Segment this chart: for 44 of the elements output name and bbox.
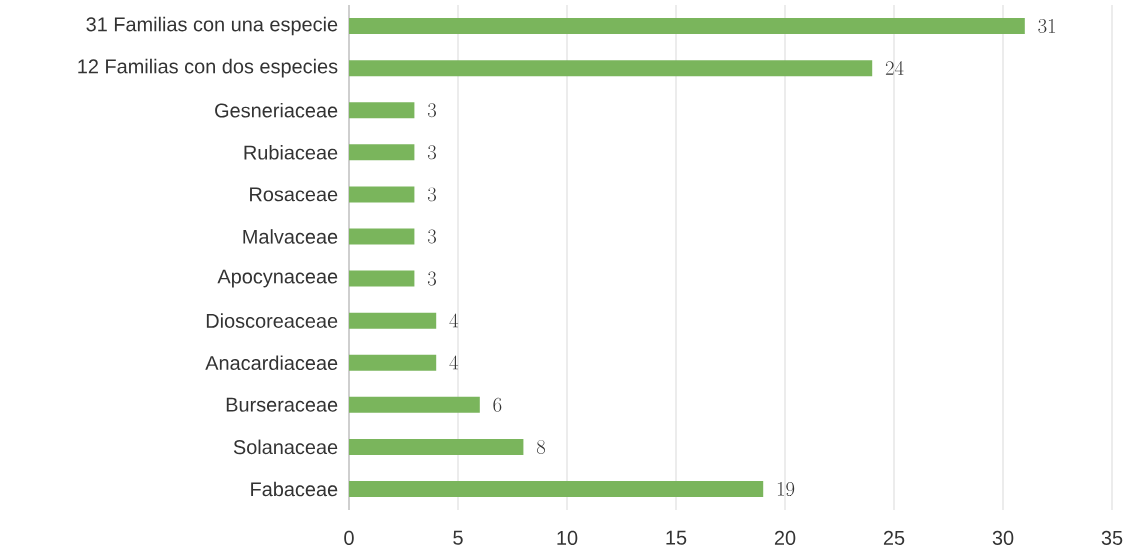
data-label: 3 — [427, 103, 437, 118]
bar — [349, 228, 415, 245]
bar — [349, 144, 415, 161]
data-label: 4 — [449, 313, 459, 328]
data-label: 3 — [427, 229, 437, 244]
data-label: 19 — [777, 481, 795, 496]
data-label: 6 — [493, 397, 502, 412]
bar — [349, 480, 764, 497]
data-label: 24 — [885, 60, 904, 75]
bar — [349, 312, 437, 329]
y-tick-label: Malvaceae — [243, 229, 338, 244]
bar — [349, 354, 437, 371]
x-tick-label: 35 — [1101, 530, 1123, 545]
y-tick-label: Gesneriaceae — [215, 102, 338, 118]
y-tick-label: Apocynaceae — [217, 269, 338, 288]
bar — [349, 186, 415, 203]
bar — [349, 102, 415, 119]
x-tick-label: 30 — [992, 530, 1014, 545]
y-tick-label: Anacardiaceae — [205, 355, 338, 371]
y-tick-label: Solanaceae — [233, 439, 338, 455]
x-tick-label: 20 — [774, 530, 796, 545]
y-tick-label: Dioscoreaceae — [206, 313, 338, 328]
y-tick-label: Rosaceae — [250, 187, 338, 202]
bar — [349, 18, 1025, 35]
bar — [349, 438, 524, 455]
x-tick-label: 5 — [453, 530, 463, 545]
bar — [349, 60, 873, 77]
x-tick-label: 25 — [883, 530, 905, 545]
x-tick-label: 15 — [666, 530, 687, 545]
x-tick-label: 0 — [344, 530, 354, 545]
x-tick-label: 10 — [557, 530, 578, 545]
data-label: 3 — [427, 145, 437, 160]
y-tick-label: 12 Familias con dos especies — [78, 58, 338, 78]
bar — [349, 270, 415, 287]
data-label: 31 — [1038, 19, 1056, 34]
data-label: 3 — [427, 271, 437, 286]
y-tick-label: Burseraceae — [226, 397, 338, 412]
y-tick-label: Rubiaceae — [244, 144, 338, 160]
y-tick-label: 31 Familias con una especie — [86, 16, 338, 36]
data-label: 4 — [449, 355, 459, 370]
bar — [349, 396, 480, 413]
data-label: 3 — [427, 187, 437, 202]
y-tick-label: Fabaceae — [251, 481, 338, 497]
data-label: 8 — [536, 439, 546, 454]
